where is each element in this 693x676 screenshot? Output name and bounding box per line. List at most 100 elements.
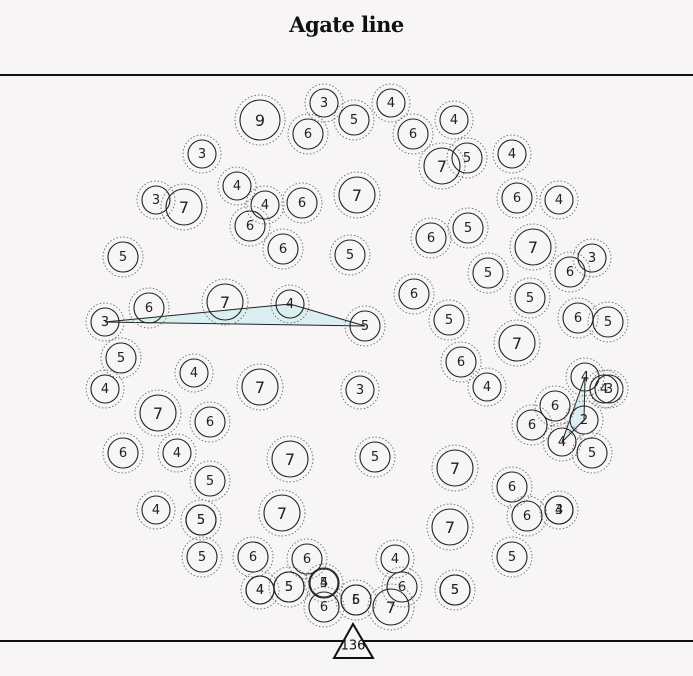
node-halo — [303, 586, 345, 628]
number-node[interactable]: 6 — [440, 341, 482, 383]
number-node[interactable]: 5 — [491, 536, 533, 578]
number-node[interactable]: 6 — [392, 113, 434, 155]
number-node[interactable]: 5 — [333, 99, 375, 141]
number-node[interactable]: 3 — [304, 83, 344, 123]
number-node[interactable]: 6 — [281, 182, 323, 224]
number-node[interactable]: 7 — [258, 489, 306, 537]
number-node[interactable]: 5 — [587, 301, 629, 343]
node-value: 2 — [580, 413, 588, 428]
number-node[interactable]: 4 — [85, 369, 125, 409]
number-node[interactable]: 5 — [308, 567, 340, 599]
number-node[interactable]: 6 — [287, 113, 329, 155]
number-node[interactable]: 5 — [446, 137, 488, 179]
node-halo — [410, 217, 452, 259]
node-halo — [160, 183, 208, 231]
number-node[interactable]: 4 — [467, 367, 507, 407]
number-node[interactable]: 3 — [182, 134, 222, 174]
number-node[interactable]: 7 — [367, 583, 415, 631]
node-halo — [182, 134, 222, 174]
number-node[interactable]: 4 — [539, 180, 579, 220]
number-node[interactable]: 5 — [439, 574, 471, 606]
node-ring — [222, 171, 252, 201]
number-node[interactable]: 6 — [232, 536, 274, 578]
number-node[interactable]: 7 — [134, 389, 182, 437]
number-node[interactable]: 4 — [304, 563, 344, 603]
node-value: 4 — [581, 370, 589, 385]
number-node[interactable]: 7 — [418, 142, 466, 190]
number-node[interactable]: 5 — [354, 436, 396, 478]
number-node[interactable]: 7 — [431, 444, 479, 492]
number-node[interactable]: 5 — [344, 305, 386, 347]
number-node[interactable]: 6 — [128, 287, 170, 329]
node-halo — [491, 536, 533, 578]
number-node[interactable]: 5 — [100, 337, 142, 379]
number-node[interactable]: 5 — [189, 460, 231, 502]
number-node[interactable]: 7 — [160, 183, 208, 231]
number-node[interactable]: 6 — [557, 297, 599, 339]
node-value: 4 — [450, 113, 458, 128]
number-node[interactable]: 6 — [491, 466, 533, 508]
number-node[interactable]: 5 — [428, 299, 470, 341]
number-node[interactable]: 5 — [102, 236, 144, 278]
number-node[interactable]: 4 — [157, 433, 197, 473]
node-ring — [139, 394, 177, 432]
number-node[interactable]: 6 — [262, 228, 304, 270]
number-node[interactable]: 7 — [509, 223, 557, 271]
number-node[interactable]: 3 — [136, 180, 176, 220]
number-node[interactable]: 6 — [303, 586, 345, 628]
number-node[interactable]: 6 — [229, 205, 271, 247]
number-node[interactable]: 4 — [217, 166, 257, 206]
number-node[interactable]: 3 — [340, 370, 380, 410]
number-node[interactable]: 6 — [496, 177, 538, 219]
number-node[interactable]: 5 — [181, 536, 223, 578]
number-node[interactable]: 7 — [426, 503, 474, 551]
node-value: 5 — [371, 450, 379, 465]
number-node[interactable]: 7 — [333, 171, 381, 219]
number-node[interactable]: 4 — [542, 422, 582, 462]
number-node[interactable]: 6 — [506, 495, 548, 537]
node-halo — [392, 113, 434, 155]
number-node[interactable]: 6 — [511, 404, 553, 446]
number-node[interactable]: 6 — [410, 217, 452, 259]
number-node[interactable]: 5 — [273, 571, 305, 603]
node-ring — [554, 256, 586, 288]
number-node[interactable]: 6 — [381, 566, 423, 608]
number-node[interactable]: 5 — [509, 277, 551, 319]
number-node[interactable]: 5 — [340, 584, 372, 616]
number-node[interactable]: 4 — [584, 369, 624, 409]
number-node[interactable]: 4 — [245, 185, 285, 225]
number-node[interactable]: 5 — [571, 432, 613, 474]
number-node[interactable]: 9 — [234, 94, 286, 146]
number-node[interactable]: 4 — [245, 575, 275, 605]
node-value: 6 — [528, 418, 536, 433]
number-node[interactable]: 4 — [270, 284, 310, 324]
number-node[interactable]: 3 — [85, 302, 125, 342]
number-node[interactable]: 4 — [375, 539, 415, 579]
number-node[interactable]: 5 — [467, 252, 509, 294]
number-node[interactable]: 2 — [564, 400, 604, 440]
number-node[interactable]: 6 — [102, 432, 144, 474]
number-node[interactable]: 4 — [136, 490, 176, 530]
number-node[interactable]: 6 — [286, 538, 328, 580]
number-node[interactable]: 6 — [189, 401, 231, 443]
number-node[interactable]: 6 — [534, 385, 576, 427]
number-node[interactable]: 5 — [329, 234, 371, 276]
number-node[interactable]: 3 — [572, 238, 612, 278]
node-ring — [539, 390, 571, 422]
number-node[interactable]: 7 — [236, 363, 284, 411]
number-node[interactable]: 4 — [434, 100, 474, 140]
number-node[interactable]: 7 — [266, 435, 314, 483]
number-node[interactable]: 6 — [393, 273, 435, 315]
number-node[interactable]: 7 — [493, 319, 541, 367]
number-node[interactable]: 4 — [174, 353, 214, 393]
number-node[interactable]: 5 — [447, 207, 489, 249]
node-value: 7 — [255, 378, 265, 397]
number-node[interactable]: 4 — [492, 134, 532, 174]
number-node[interactable]: 3 — [544, 495, 574, 525]
number-node[interactable]: 7 — [201, 278, 249, 326]
number-node[interactable]: 5 — [185, 504, 217, 536]
number-node[interactable]: 6 — [549, 251, 591, 293]
node-halo — [304, 83, 344, 123]
number-node[interactable]: 4 — [371, 83, 411, 123]
